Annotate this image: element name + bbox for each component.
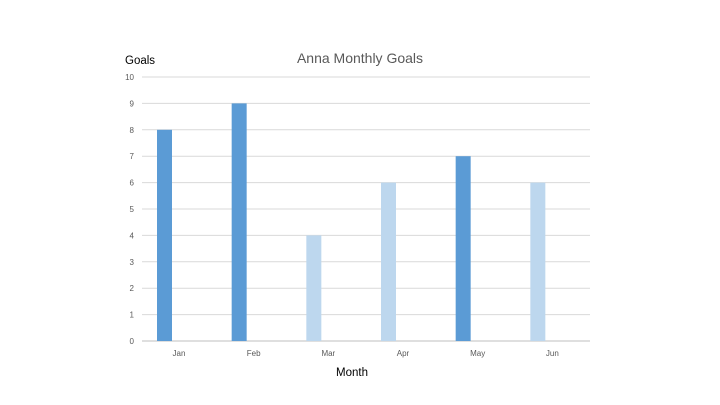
y-tick-label: 6 xyxy=(130,179,135,188)
bar-may xyxy=(455,156,471,341)
x-tick-label-feb: Feb xyxy=(247,349,261,358)
y-tick-label: 9 xyxy=(130,99,135,108)
bar-jan xyxy=(157,129,172,341)
y-tick-label: 8 xyxy=(130,126,135,135)
bar-mar xyxy=(306,235,322,341)
gridlines xyxy=(142,76,590,342)
y-tick-label: 3 xyxy=(130,258,135,267)
x-tick-labels: Jan Feb Mar Apr May Jun xyxy=(173,349,559,358)
y-tick-label: 2 xyxy=(130,284,135,293)
bar-feb xyxy=(231,103,247,342)
y-axis-label: Goals xyxy=(125,55,155,67)
y-tick-label: 0 xyxy=(130,337,135,346)
x-axis-label: Month xyxy=(336,367,368,379)
y-tick-label: 1 xyxy=(130,311,135,320)
y-tick-label: 10 xyxy=(125,73,134,82)
x-tick-label-apr: Apr xyxy=(397,349,410,358)
y-tick-label: 5 xyxy=(130,205,135,214)
bars xyxy=(157,103,546,342)
chart-title: Anna Monthly Goals xyxy=(297,50,423,66)
bar-jun xyxy=(530,182,546,341)
x-tick-label-mar: Mar xyxy=(321,349,335,358)
y-tick-labels: 0 1 2 3 4 5 6 7 8 9 10 xyxy=(125,73,134,346)
x-tick-label-may: May xyxy=(470,349,485,358)
y-tick-label: 4 xyxy=(130,231,135,240)
bar-apr xyxy=(381,182,396,341)
y-tick-label: 7 xyxy=(130,152,135,161)
x-tick-label-jun: Jun xyxy=(546,349,559,358)
x-tick-label-jan: Jan xyxy=(173,349,186,358)
